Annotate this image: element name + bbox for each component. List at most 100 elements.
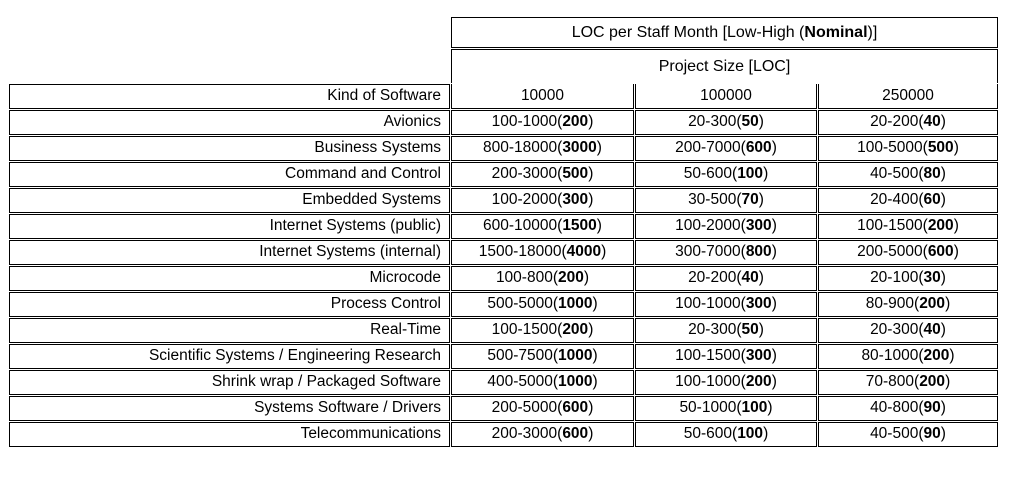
table-row: Command and Control 200-3000(500) 50-600(1… xyxy=(9,162,998,187)
value-cell: 40-500(80) xyxy=(818,162,998,187)
kind-cell: Microcode xyxy=(9,266,450,291)
size-header-250000: 250000 xyxy=(818,84,998,109)
nominal-value: 100 xyxy=(737,165,764,183)
nominal-value: 50 xyxy=(741,113,759,131)
table-row: Real-Time 100-1500(200) 20-300(50) 20-300(4… xyxy=(9,318,998,343)
value-cell: 1500-18000(4000) xyxy=(451,240,634,265)
kind-cell: Avionics xyxy=(9,110,450,135)
value-cell: 100-1000(200) xyxy=(451,110,634,135)
table-row: Microcode 100-800(200) 20-200(40) 20-100(30… xyxy=(9,266,998,291)
page: LOC per Staff Month [Low-High (Nominal)]… xyxy=(8,16,999,448)
nominal-value: 90 xyxy=(923,399,941,417)
kind-cell: Internet Systems (internal) xyxy=(9,240,450,265)
nominal-value: 90 xyxy=(923,425,941,443)
table-row: Scientific Systems / Engineering Researc… xyxy=(9,344,998,369)
table-row: Systems Software / Drivers 200-5000(600) 5… xyxy=(9,396,998,421)
nominal-value: 200 xyxy=(919,373,946,391)
nominal-value: 200 xyxy=(562,113,589,131)
value-cell: 20-200(40) xyxy=(635,266,817,291)
size-header-10000: 10000 xyxy=(451,84,634,109)
value-cell: 40-500(90) xyxy=(818,422,998,447)
nominal-value: 600 xyxy=(562,399,589,417)
value-cell: 100-2000(300) xyxy=(635,214,817,239)
nominal-value: 60 xyxy=(923,191,941,209)
spacer-cell xyxy=(9,17,450,48)
value-cell: 80-1000(200) xyxy=(818,344,998,369)
kind-cell: Shrink wrap / Packaged Software xyxy=(9,370,450,395)
value-cell: 200-3000(600) xyxy=(451,422,634,447)
value-cell: 100-5000(500) xyxy=(818,136,998,161)
value-cell: 20-200(40) xyxy=(818,110,998,135)
value-cell: 800-18000(3000) xyxy=(451,136,634,161)
title-suffix: )] xyxy=(867,23,878,41)
nominal-value: 80 xyxy=(923,165,941,183)
kind-cell: Process Control xyxy=(9,292,450,317)
nominal-value: 200 xyxy=(558,269,584,287)
value-cell: 50-1000(100) xyxy=(635,396,817,421)
value-cell: 200-5000(600) xyxy=(451,396,634,421)
nominal-value: 600 xyxy=(562,425,589,443)
value-cell: 50-600(100) xyxy=(635,422,817,447)
value-cell: 20-300(50) xyxy=(635,110,817,135)
nominal-value: 30 xyxy=(923,269,941,287)
nominal-value: 500 xyxy=(562,165,589,183)
value-cell: 70-800(200) xyxy=(818,370,998,395)
nominal-value: 300 xyxy=(745,347,772,365)
nominal-value: 1000 xyxy=(558,295,593,313)
nominal-value: 200 xyxy=(927,217,954,235)
table-row: Shrink wrap / Packaged Software 400-5000(… xyxy=(9,370,998,395)
table-body: Avionics 100-1000(200) 20-300(50) 20-200(40… xyxy=(9,110,998,447)
kind-cell: Business Systems xyxy=(9,136,450,161)
value-cell: 200-5000(600) xyxy=(818,240,998,265)
nominal-value: 3000 xyxy=(562,139,597,157)
kind-cell: Embedded Systems xyxy=(9,188,450,213)
value-cell: 100-1000(200) xyxy=(635,370,817,395)
kind-cell: Systems Software / Drivers xyxy=(9,396,450,421)
nominal-value: 200 xyxy=(919,295,946,313)
value-cell: 20-300(50) xyxy=(635,318,817,343)
nominal-value: 800 xyxy=(745,243,772,261)
nominal-value: 600 xyxy=(927,243,954,261)
kind-of-software-header: Kind of Software xyxy=(9,84,450,109)
kind-cell: Scientific Systems / Engineering Researc… xyxy=(9,344,450,369)
nominal-value: 50 xyxy=(741,321,759,339)
nominal-value: 40 xyxy=(923,321,941,339)
spacer-cell xyxy=(9,49,450,83)
value-cell: 50-600(100) xyxy=(635,162,817,187)
value-cell: 100-1000(300) xyxy=(635,292,817,317)
nominal-value: 1000 xyxy=(558,373,593,391)
header-row-columns: Kind of Software 10000 100000 250000 xyxy=(9,84,998,109)
value-cell: 30-500(70) xyxy=(635,188,817,213)
size-header-100000: 100000 xyxy=(635,84,817,109)
header-row-subtitle: Project Size [LOC] xyxy=(9,49,998,83)
nominal-value: 200 xyxy=(745,373,772,391)
table-row: Business Systems 800-18000(3000) 200-7000(… xyxy=(9,136,998,161)
nominal-value: 1500 xyxy=(562,217,597,235)
kind-cell: Real-Time xyxy=(9,318,450,343)
nominal-value: 4000 xyxy=(566,243,602,261)
table-row: Internet Systems (public) 600-10000(1500)… xyxy=(9,214,998,239)
nominal-value: 300 xyxy=(745,217,772,235)
value-cell: 20-300(40) xyxy=(818,318,998,343)
nominal-value: 300 xyxy=(745,295,772,313)
project-size-header: Project Size [LOC] xyxy=(451,49,998,83)
nominal-value: 200 xyxy=(923,347,950,365)
kind-cell: Telecommunications xyxy=(9,422,450,447)
nominal-value: 40 xyxy=(741,269,759,287)
table-row: Avionics 100-1000(200) 20-300(50) 20-200(40… xyxy=(9,110,998,135)
title-nominal-bold: Nominal xyxy=(804,23,868,41)
kind-cell: Command and Control xyxy=(9,162,450,187)
nominal-value: 500 xyxy=(927,139,954,157)
value-cell: 100-1500(200) xyxy=(818,214,998,239)
value-cell: 200-7000(600) xyxy=(635,136,817,161)
title-prefix: LOC per Staff Month [Low-High ( xyxy=(571,23,805,41)
value-cell: 500-5000(1000) xyxy=(451,292,634,317)
kind-cell: Internet Systems (public) xyxy=(9,214,450,239)
nominal-value: 100 xyxy=(737,425,764,443)
table-title: LOC per Staff Month [Low-High (Nominal)] xyxy=(451,17,998,48)
loc-per-staff-month-table: LOC per Staff Month [Low-High (Nominal)]… xyxy=(8,16,999,448)
value-cell: 400-5000(1000) xyxy=(451,370,634,395)
table-row: Internet Systems (internal) 1500-18000(40… xyxy=(9,240,998,265)
value-cell: 100-1500(200) xyxy=(451,318,634,343)
table-row: Telecommunications 200-3000(600) 50-600(10… xyxy=(9,422,998,447)
